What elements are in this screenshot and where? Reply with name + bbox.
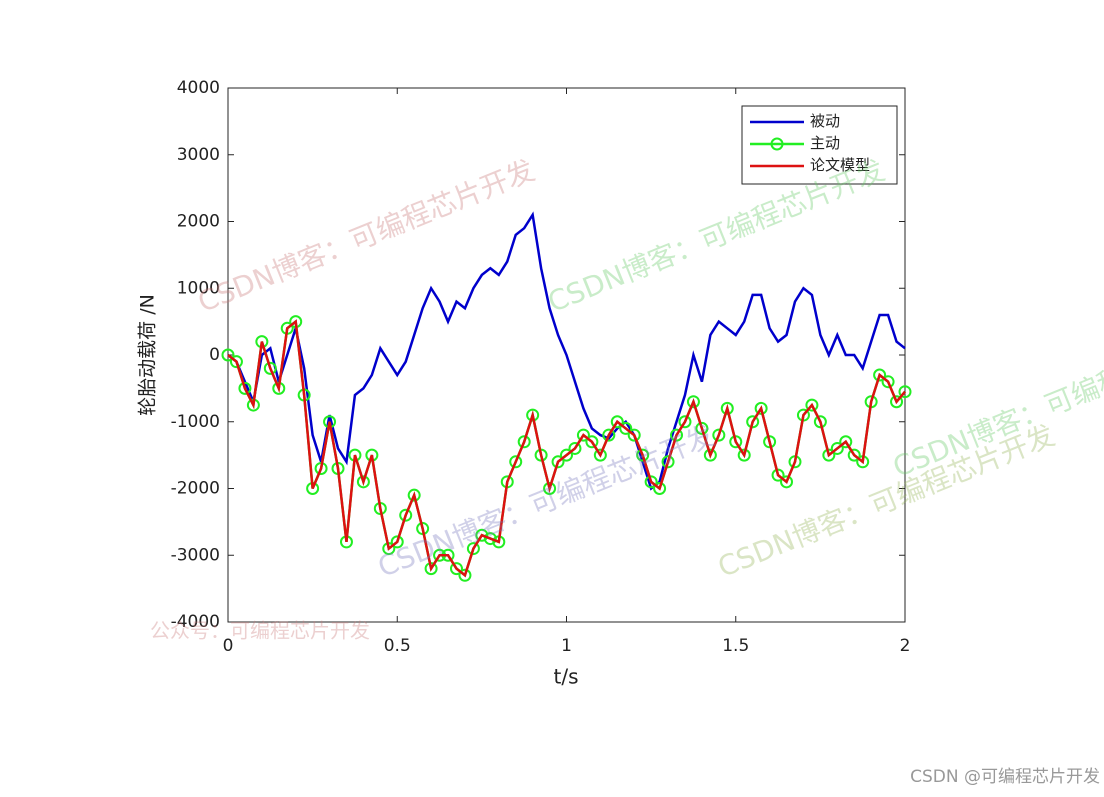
marker	[517, 435, 531, 449]
marker	[890, 395, 904, 409]
marker	[483, 532, 497, 546]
marker	[585, 435, 599, 449]
x-tick-label: 1	[561, 636, 572, 656]
marker	[610, 415, 624, 429]
marker	[822, 448, 836, 462]
marker	[813, 415, 827, 429]
legend-label: 论文模型	[810, 156, 870, 174]
marker	[703, 448, 717, 462]
x-tick-label: 0	[223, 636, 234, 656]
marker	[847, 448, 861, 462]
marker	[729, 435, 743, 449]
marker	[720, 401, 734, 415]
marker	[670, 428, 684, 442]
x-tick-label: 0.5	[384, 636, 411, 656]
series-line	[227, 319, 906, 578]
marker	[221, 348, 235, 362]
marker	[238, 381, 252, 395]
legend-marker	[770, 137, 784, 151]
marker	[593, 448, 607, 462]
legend-label: 主动	[810, 134, 840, 152]
marker	[619, 421, 633, 435]
marker	[551, 455, 565, 469]
marker	[678, 415, 692, 429]
marker	[229, 355, 243, 369]
marker	[737, 448, 751, 462]
marker	[475, 528, 489, 542]
y-tick-label: -2000	[171, 479, 220, 499]
series-line	[227, 211, 906, 491]
marker	[263, 361, 277, 375]
marker	[568, 441, 582, 455]
marker	[839, 435, 853, 449]
y-tick-label: 2000	[177, 212, 220, 232]
legend-label: 被动	[810, 112, 840, 130]
marker	[805, 398, 819, 412]
marker	[576, 428, 590, 442]
marker	[543, 482, 557, 495]
marker	[509, 455, 523, 469]
marker	[449, 562, 463, 576]
watermark: 公众号：可编程芯片开发	[150, 619, 370, 643]
marker	[466, 542, 480, 556]
marker	[873, 368, 887, 382]
marker	[602, 428, 616, 442]
watermark: CSDN @可编程芯片开发	[910, 767, 1100, 787]
marker	[712, 428, 726, 442]
marker	[644, 475, 658, 489]
marker	[399, 508, 413, 522]
marker	[560, 448, 573, 462]
marker	[661, 455, 675, 469]
marker	[771, 468, 785, 482]
y-tick-label: -1000	[171, 412, 220, 432]
marker	[636, 448, 650, 462]
y-tick-label: 0	[209, 345, 220, 365]
y-tick-label: 1000	[177, 278, 220, 298]
marker	[407, 488, 421, 502]
marker	[754, 401, 768, 415]
marker	[390, 535, 404, 549]
marker	[695, 421, 709, 435]
marker	[686, 395, 700, 409]
x-axis-label: t/s	[554, 665, 579, 689]
y-axis-label: 轮胎动载荷 /N	[137, 294, 159, 416]
x-tick-label: 1.5	[722, 636, 749, 656]
marker	[356, 475, 370, 489]
marker	[627, 428, 641, 442]
y-tick-label: -3000	[171, 545, 220, 565]
x-tick-label: 2	[900, 636, 911, 656]
marker	[881, 375, 895, 389]
y-tick-label: -4000	[171, 612, 220, 632]
marker	[898, 385, 912, 399]
y-tick-label: 4000	[177, 78, 220, 98]
marker	[746, 415, 760, 429]
marker	[653, 482, 667, 495]
marker	[780, 475, 794, 489]
marker	[763, 435, 777, 449]
y-tick-label: 3000	[177, 145, 220, 165]
marker	[458, 568, 472, 582]
marker	[830, 441, 844, 455]
